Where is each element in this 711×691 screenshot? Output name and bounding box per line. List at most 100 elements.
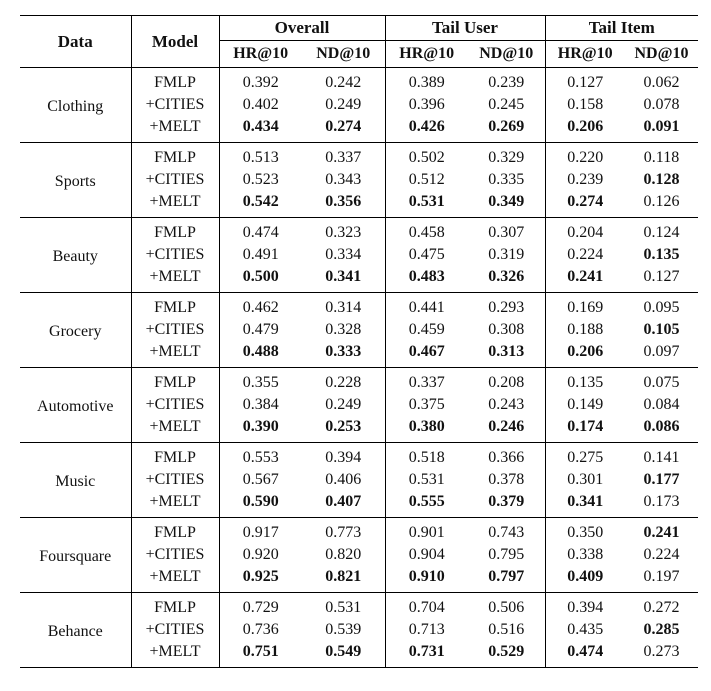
metric-value: 0.355 bbox=[219, 367, 302, 394]
table-row: +MELT 0.925 0.821 0.910 0.797 0.409 0.197 bbox=[20, 566, 698, 593]
metric-value: 0.091 bbox=[643, 118, 680, 135]
metric-value: 0.356 bbox=[302, 191, 386, 218]
metric-value: 0.512 bbox=[408, 171, 445, 188]
metric-value: 0.246 bbox=[468, 416, 546, 443]
metric-value: 0.239 bbox=[468, 67, 546, 94]
model-name: FMLP bbox=[131, 367, 220, 394]
metric-value: 0.795 bbox=[468, 544, 546, 566]
metric-value: 0.704 bbox=[385, 592, 468, 619]
metric-value: 0.084 bbox=[643, 396, 680, 413]
metric-value: 0.379 bbox=[468, 491, 546, 518]
table-row: +CITIES 0.523 0.343 0.512 0.335 0.239 0.128 bbox=[20, 169, 698, 191]
model-name: FMLP bbox=[131, 217, 220, 244]
metric-value: 0.293 bbox=[468, 292, 546, 319]
metric-value: 0.797 bbox=[468, 566, 546, 593]
metric-value: 0.366 bbox=[468, 442, 546, 469]
metric-value: 0.062 bbox=[643, 74, 680, 91]
metric-value: 0.242 bbox=[302, 67, 386, 94]
metric-value: 0.500 bbox=[242, 268, 279, 285]
model-name: +MELT bbox=[131, 641, 220, 668]
metric-value: 0.378 bbox=[468, 469, 546, 491]
metric-value: 0.483 bbox=[408, 268, 445, 285]
metric-value: 0.820 bbox=[302, 544, 386, 566]
metric-value: 0.729 bbox=[219, 592, 302, 619]
metric-value: 0.174 bbox=[567, 418, 604, 435]
dataset-name: Behance bbox=[20, 592, 132, 668]
results-table: Data Model Overall Tail User Tail Item H… bbox=[20, 15, 698, 668]
metric-value: 0.462 bbox=[219, 292, 302, 319]
metric-value: 0.343 bbox=[302, 169, 386, 191]
metric-value: 0.228 bbox=[302, 367, 386, 394]
table-row: +MELT 0.390 0.253 0.380 0.246 0.174 0.086 bbox=[20, 416, 698, 443]
metric-value: 0.188 bbox=[567, 321, 604, 338]
metric-value: 0.518 bbox=[385, 442, 468, 469]
metric-header: ND@10 bbox=[302, 40, 386, 68]
metric-value: 0.901 bbox=[385, 517, 468, 544]
metric-value: 0.350 bbox=[545, 517, 625, 544]
table-row: Sports FMLP 0.513 0.337 0.502 0.329 0.220 0.118 bbox=[20, 142, 698, 218]
metric-value: 0.314 bbox=[302, 292, 386, 319]
metric-value: 0.349 bbox=[468, 191, 546, 218]
metric-value: 0.474 bbox=[219, 217, 302, 244]
model-name: +MELT bbox=[131, 191, 220, 218]
metric-value: 0.920 bbox=[242, 546, 279, 563]
metric-value: 0.169 bbox=[545, 292, 625, 319]
table-row: Music FMLP 0.553 0.394 0.518 0.366 0.275 0.141 bbox=[20, 442, 698, 518]
metric-value: 0.239 bbox=[567, 171, 604, 188]
metric-value: 0.177 bbox=[643, 471, 680, 488]
table-row: +MELT 0.500 0.341 0.483 0.326 0.241 0.127 bbox=[20, 266, 698, 293]
metric-value: 0.124 bbox=[625, 217, 698, 244]
results-body: Clothing FMLP 0.392 0.242 0.389 0.239 0.127 0.0… bbox=[20, 67, 698, 668]
metric-value: 0.158 bbox=[567, 96, 604, 113]
metric-value: 0.307 bbox=[468, 217, 546, 244]
metric-value: 0.743 bbox=[468, 517, 546, 544]
metric-value: 0.274 bbox=[302, 116, 386, 143]
metric-value: 0.479 bbox=[242, 321, 279, 338]
metric-value: 0.245 bbox=[468, 94, 546, 116]
metric-value: 0.326 bbox=[468, 266, 546, 293]
metric-value: 0.086 bbox=[643, 418, 680, 435]
metric-value: 0.249 bbox=[302, 394, 386, 416]
metric-value: 0.095 bbox=[625, 292, 698, 319]
table-row: Grocery FMLP 0.462 0.314 0.441 0.293 0.169 0.09… bbox=[20, 292, 698, 368]
dataset-name: Foursquare bbox=[20, 517, 132, 593]
metric-header: HR@10 bbox=[385, 40, 468, 68]
metric-value: 0.406 bbox=[302, 469, 386, 491]
metric-value: 0.135 bbox=[545, 367, 625, 394]
metric-value: 0.337 bbox=[302, 142, 386, 169]
metric-value: 0.523 bbox=[242, 171, 279, 188]
table-row: +MELT 0.542 0.356 0.531 0.349 0.274 0.126 bbox=[20, 191, 698, 218]
metric-value: 0.128 bbox=[643, 171, 680, 188]
metric-value: 0.341 bbox=[302, 266, 386, 293]
metric-value: 0.241 bbox=[567, 268, 604, 285]
metric-value: 0.269 bbox=[468, 116, 546, 143]
metric-value: 0.491 bbox=[242, 246, 279, 263]
metric-value: 0.531 bbox=[408, 471, 445, 488]
model-name: +MELT bbox=[131, 341, 220, 368]
metric-value: 0.141 bbox=[625, 442, 698, 469]
model-name: FMLP bbox=[131, 67, 220, 94]
metric-value: 0.328 bbox=[302, 319, 386, 341]
metric-value: 0.409 bbox=[567, 568, 604, 585]
metric-value: 0.394 bbox=[302, 442, 386, 469]
metric-value: 0.390 bbox=[242, 418, 279, 435]
metric-value: 0.917 bbox=[219, 517, 302, 544]
metric-value: 0.531 bbox=[408, 193, 445, 210]
group-label: Overall bbox=[274, 18, 330, 37]
metric-value: 0.323 bbox=[302, 217, 386, 244]
metric-value: 0.249 bbox=[302, 94, 386, 116]
metric-value: 0.127 bbox=[567, 74, 604, 91]
metric-value: 0.127 bbox=[643, 268, 680, 285]
model-name: +MELT bbox=[131, 566, 220, 593]
dataset-name: Beauty bbox=[20, 217, 132, 293]
table-row: +MELT 0.751 0.549 0.731 0.529 0.474 0.273 bbox=[20, 641, 698, 668]
metric-value: 0.426 bbox=[408, 118, 445, 135]
metric-value: 0.220 bbox=[545, 142, 625, 169]
metric-value: 0.224 bbox=[643, 546, 680, 563]
metric-value: 0.531 bbox=[302, 592, 386, 619]
table-row: +CITIES 0.479 0.328 0.459 0.308 0.188 0.105 bbox=[20, 319, 698, 341]
metric-value: 0.313 bbox=[468, 341, 546, 368]
table-row: Foursquare FMLP 0.917 0.773 0.901 0.743 0.350 0… bbox=[20, 517, 698, 593]
metric-value: 0.149 bbox=[567, 396, 604, 413]
